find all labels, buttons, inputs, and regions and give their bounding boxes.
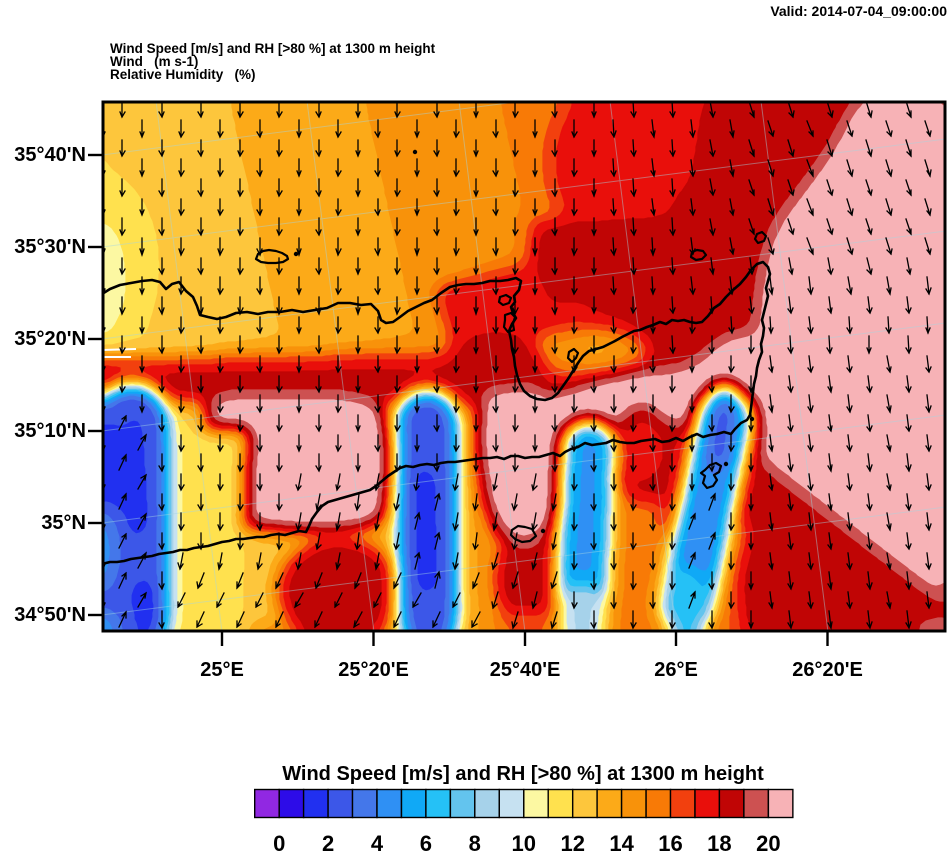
- svg-text:0: 0: [273, 831, 285, 854]
- svg-text:6: 6: [420, 831, 432, 854]
- svg-text:Relative Humidity (%): Relative Humidity (%): [110, 67, 256, 82]
- svg-text:16: 16: [658, 831, 682, 854]
- svg-text:10: 10: [512, 831, 536, 854]
- svg-text:34°50'N: 34°50'N: [14, 604, 86, 626]
- svg-text:4: 4: [371, 831, 384, 854]
- svg-text:Wind Speed [m/s] and RH [>80 %: Wind Speed [m/s] and RH [>80 %] at 1300 …: [282, 763, 764, 785]
- svg-text:25°40'E: 25°40'E: [490, 659, 561, 681]
- svg-text:26°20'E: 26°20'E: [792, 659, 863, 681]
- svg-text:35°30'N: 35°30'N: [14, 236, 86, 258]
- svg-text:8: 8: [469, 831, 481, 854]
- svg-text:20: 20: [756, 831, 780, 854]
- svg-text:12: 12: [560, 831, 584, 854]
- svg-text:35°20'N: 35°20'N: [14, 328, 86, 350]
- svg-text:25°E: 25°E: [200, 659, 244, 681]
- svg-text:14: 14: [609, 831, 634, 854]
- svg-text:Wind Speed [m/s] and RH [>80 %: Wind Speed [m/s] and RH [>80 %] at 1300 …: [110, 41, 436, 56]
- svg-text:35°40'N: 35°40'N: [14, 144, 86, 166]
- svg-text:2: 2: [322, 831, 334, 854]
- svg-text:25°20'E: 25°20'E: [338, 659, 409, 681]
- svg-text:Wind (m s-1): Wind (m s-1): [110, 54, 198, 69]
- svg-text:35°10'N: 35°10'N: [14, 420, 86, 442]
- svg-text:26°E: 26°E: [654, 659, 698, 681]
- svg-text:Valid: 2014-07-04_09:00:00: Valid: 2014-07-04_09:00:00: [770, 3, 947, 19]
- svg-text:18: 18: [707, 831, 731, 854]
- svg-text:35°N: 35°N: [41, 512, 86, 534]
